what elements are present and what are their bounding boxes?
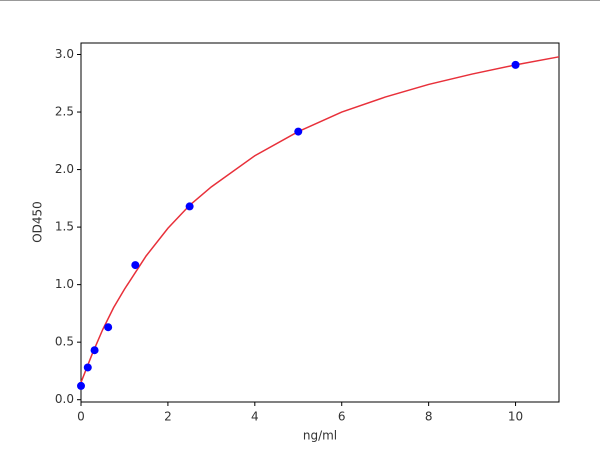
data-point [77, 381, 85, 390]
fit-curve [80, 56, 560, 383]
data-point [131, 261, 140, 270]
data-point [83, 363, 92, 372]
data-point [294, 127, 303, 136]
x-axis-label: ng/ml [303, 429, 337, 443]
y-tick-label: 0.5 [55, 335, 74, 349]
x-tick-label: 6 [338, 410, 346, 424]
x-tick-label: 0 [77, 410, 85, 424]
y-tick-label: 0.0 [55, 392, 74, 406]
x-tick-label: 8 [425, 410, 433, 424]
y-tick-label: 2.0 [55, 162, 74, 176]
data-point [90, 346, 99, 355]
y-tick-label: 1.0 [55, 277, 74, 291]
y-axis-label: OD450 [31, 201, 45, 243]
y-tick-label: 2.5 [55, 105, 74, 119]
data-point [104, 323, 113, 332]
x-tick-label: 2 [164, 410, 172, 424]
x-tick-label: 10 [508, 410, 523, 424]
data-point [511, 60, 520, 69]
plot-frame [80, 42, 560, 403]
y-tick-label: 1.5 [55, 220, 74, 234]
y-tick-label: 3.0 [55, 47, 74, 61]
data-point [185, 202, 194, 211]
x-tick-label: 4 [251, 410, 259, 424]
